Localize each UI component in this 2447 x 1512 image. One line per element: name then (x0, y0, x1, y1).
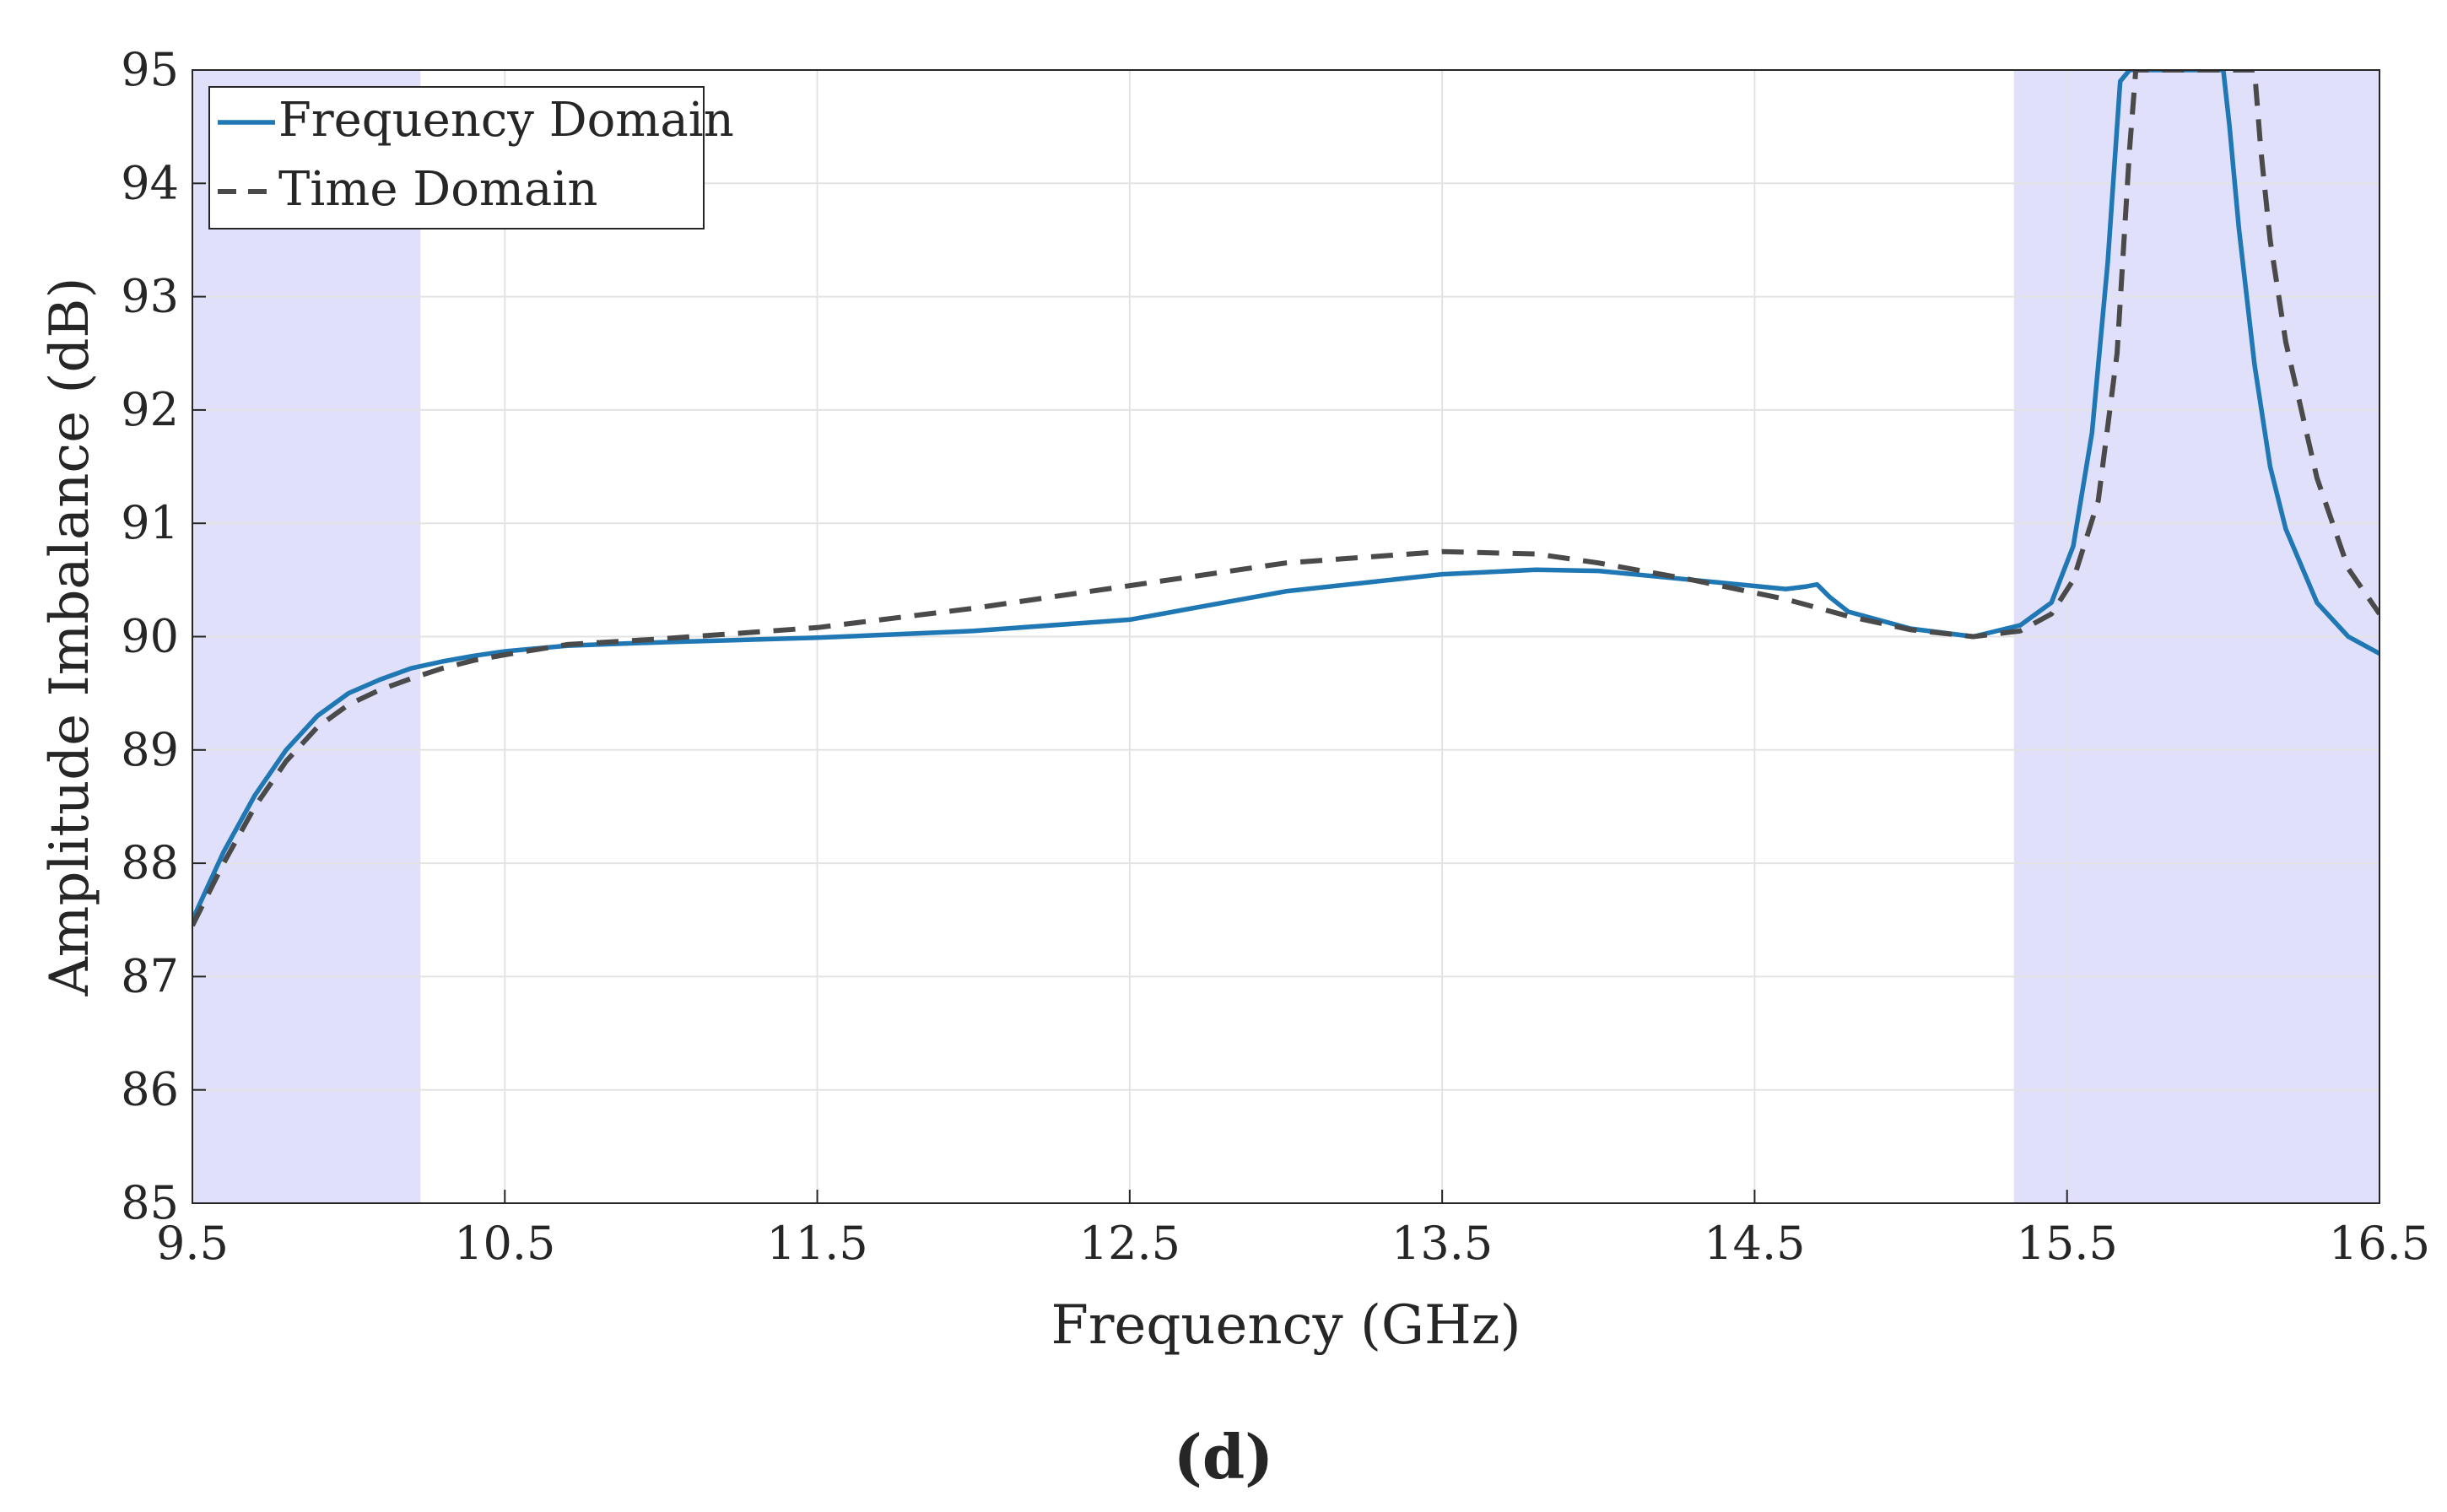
series-line-time-domain (192, 70, 2379, 927)
legend: Frequency Domain Time Domain (208, 86, 734, 230)
y-tick-label: 92 (121, 383, 179, 436)
x-tick-label: 16.5 (2329, 1217, 2430, 1270)
x-tick-label: 14.5 (1704, 1217, 1805, 1270)
legend-label-time-domain: Time Domain (278, 162, 597, 217)
x-axis-label: Frequency (GHz) (1051, 1294, 1521, 1357)
x-tick-label: 9.5 (156, 1217, 229, 1270)
x-tick-label: 13.5 (1391, 1217, 1493, 1270)
y-axis-label: Amplitude Imbalance (dB) (39, 278, 101, 997)
y-ticks: 85 86 87 88 89 90 91 92 93 94 95 (121, 43, 206, 1229)
x-tick-label: 15.5 (2017, 1217, 2118, 1270)
y-tick-label: 87 (121, 949, 179, 1002)
legend-label-frequency-domain: Frequency Domain (278, 93, 734, 148)
y-tick-label: 93 (121, 270, 179, 323)
x-ticks: 9.5 10.5 11.5 12.5 13.5 14.5 15.5 16.5 (156, 1190, 2430, 1270)
y-tick-label: 95 (121, 43, 179, 96)
y-tick-label: 86 (121, 1063, 179, 1116)
x-tick-label: 11.5 (766, 1217, 867, 1270)
y-tick-label: 91 (121, 496, 179, 549)
legend-box (208, 86, 705, 230)
x-tick-label: 10.5 (454, 1217, 555, 1270)
y-tick-label: 85 (121, 1176, 179, 1229)
y-tick-label: 90 (121, 610, 179, 663)
y-tick-label: 88 (121, 836, 179, 889)
series-line-frequency-domain (192, 70, 2379, 921)
x-tick-label: 12.5 (1079, 1217, 1180, 1270)
y-tick-label: 94 (121, 156, 179, 209)
panel-label: (d) (1174, 1421, 1273, 1493)
y-tick-label: 89 (121, 723, 179, 776)
series-lines (192, 70, 2379, 927)
